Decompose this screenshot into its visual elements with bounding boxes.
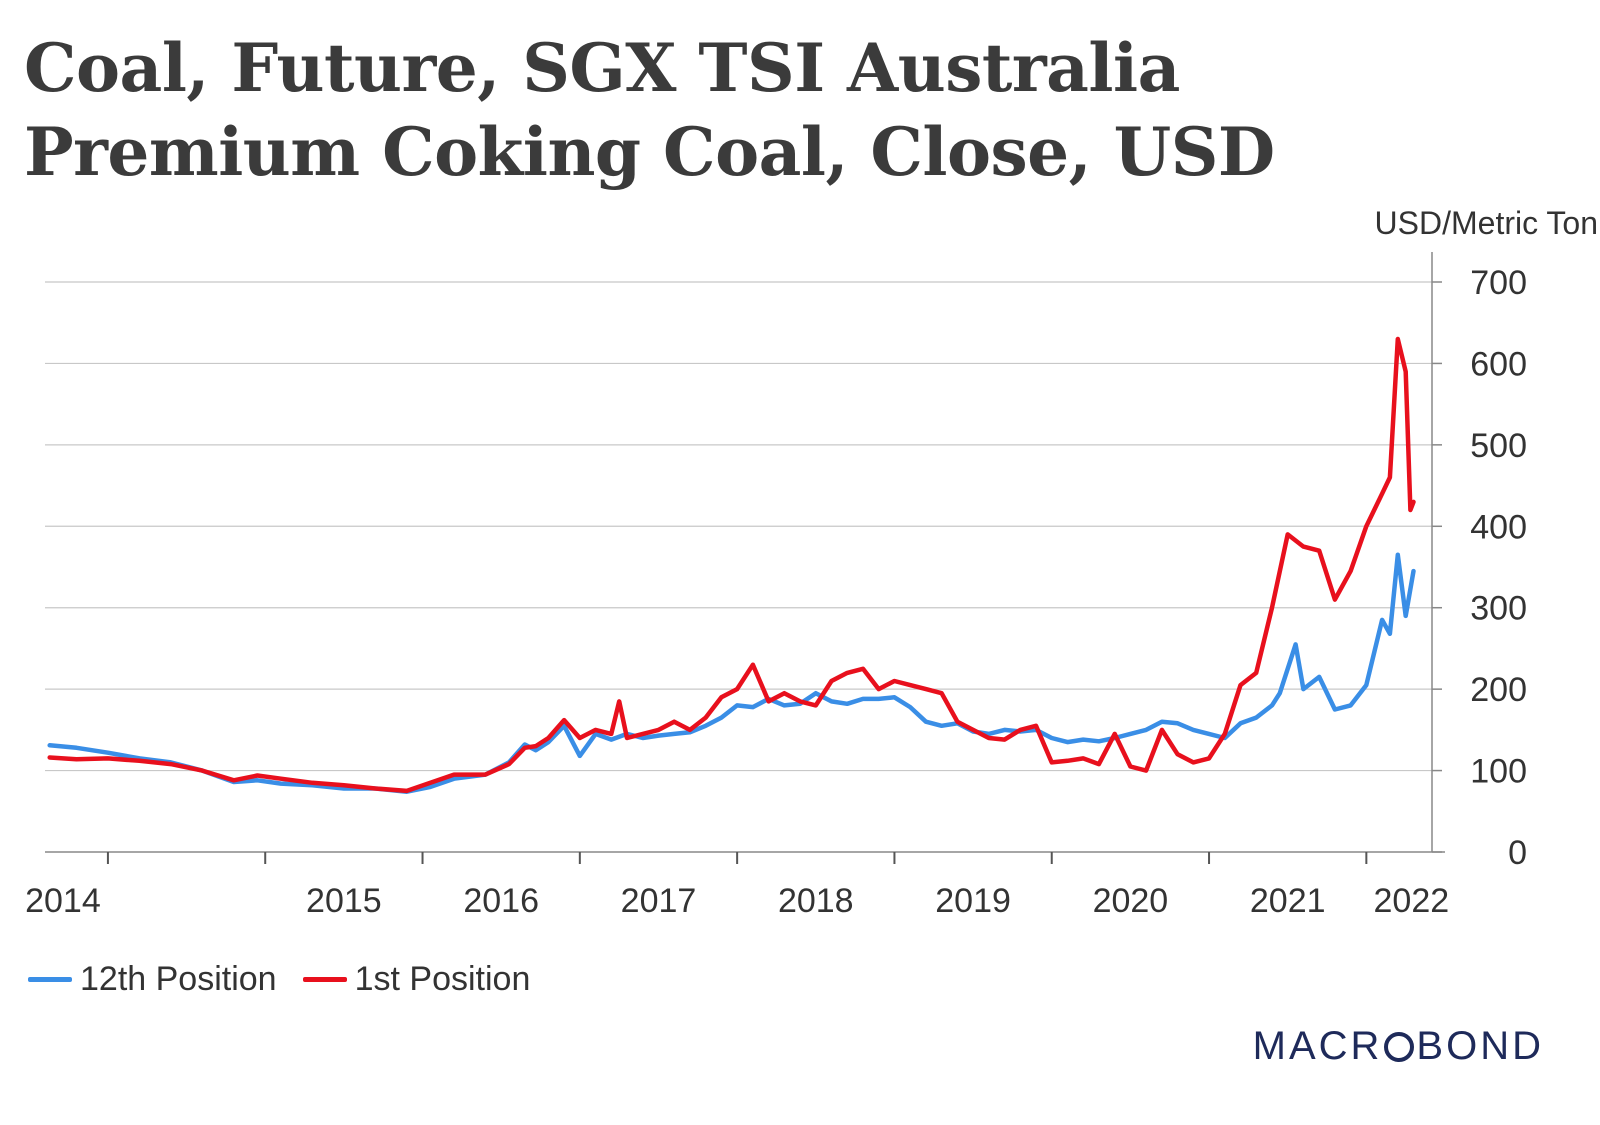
y-tick-label-0: 0 (1508, 834, 1527, 872)
legend-swatch-1st (302, 977, 347, 982)
y-tick-label-200: 200 (1470, 671, 1527, 709)
legend-swatch-12th (28, 977, 72, 982)
y-tick-label-600: 600 (1470, 345, 1527, 383)
x-tick-label-2019: 2019 (935, 882, 1011, 920)
series-line-12th-position (47, 552, 1416, 794)
x-tick-label-2017: 2017 (621, 882, 697, 920)
grid-lines (45, 281, 1432, 772)
line-chart: 0 100 200 300 400 500 600 700 2014 2015 2016 2017 20… (25, 252, 1527, 920)
chart-title: Coal, Future, SGX TSI Australia Premium … (24, 26, 1424, 194)
y-tick-label-400: 400 (1470, 508, 1527, 546)
x-tick-label-2021: 2021 (1250, 882, 1326, 920)
y-tick-label-500: 500 (1470, 427, 1527, 465)
tick-labels: 0 100 200 300 400 500 600 700 2014 2015 2016 2017 20… (25, 264, 1527, 920)
x-tick-label-2020: 2020 (1093, 882, 1169, 920)
macrobond-logo: MACR BOND (1253, 1024, 1544, 1069)
y-tick-label-100: 100 (1470, 753, 1527, 791)
y-tick-label-300: 300 (1470, 590, 1527, 628)
legend: 12th Position 1st Position (28, 960, 556, 999)
chart-title-line2: Premium Coking Coal, Close, USD (24, 113, 1275, 191)
legend-item-12th: 12th Position (28, 960, 277, 999)
logo-text-prefix: MACR (1252, 1024, 1383, 1068)
x-tick-label-2016: 2016 (463, 882, 539, 920)
x-tick-label-2015: 2015 (306, 882, 382, 920)
legend-label-12th: 12th Position (80, 960, 277, 998)
x-tick-label-2022: 2022 (1374, 882, 1450, 920)
x-tick-label-2014: 2014 (25, 882, 101, 920)
x-tick-label-2018: 2018 (778, 882, 854, 920)
logo-o-ring-icon (1384, 1031, 1415, 1062)
axes (45, 252, 1445, 864)
y-axis-unit-label: USD/Metric Ton (1374, 205, 1598, 241)
logo-text-suffix: BOND (1416, 1024, 1544, 1068)
series-line-1st-position (47, 336, 1416, 794)
y-tick-label-700: 700 (1470, 264, 1527, 302)
series-lines (47, 336, 1416, 794)
legend-label-1st: 1st Position (354, 960, 531, 998)
chart-title-line1: Coal, Future, SGX TSI Australia (24, 29, 1180, 107)
legend-item-1st: 1st Position (302, 960, 531, 999)
